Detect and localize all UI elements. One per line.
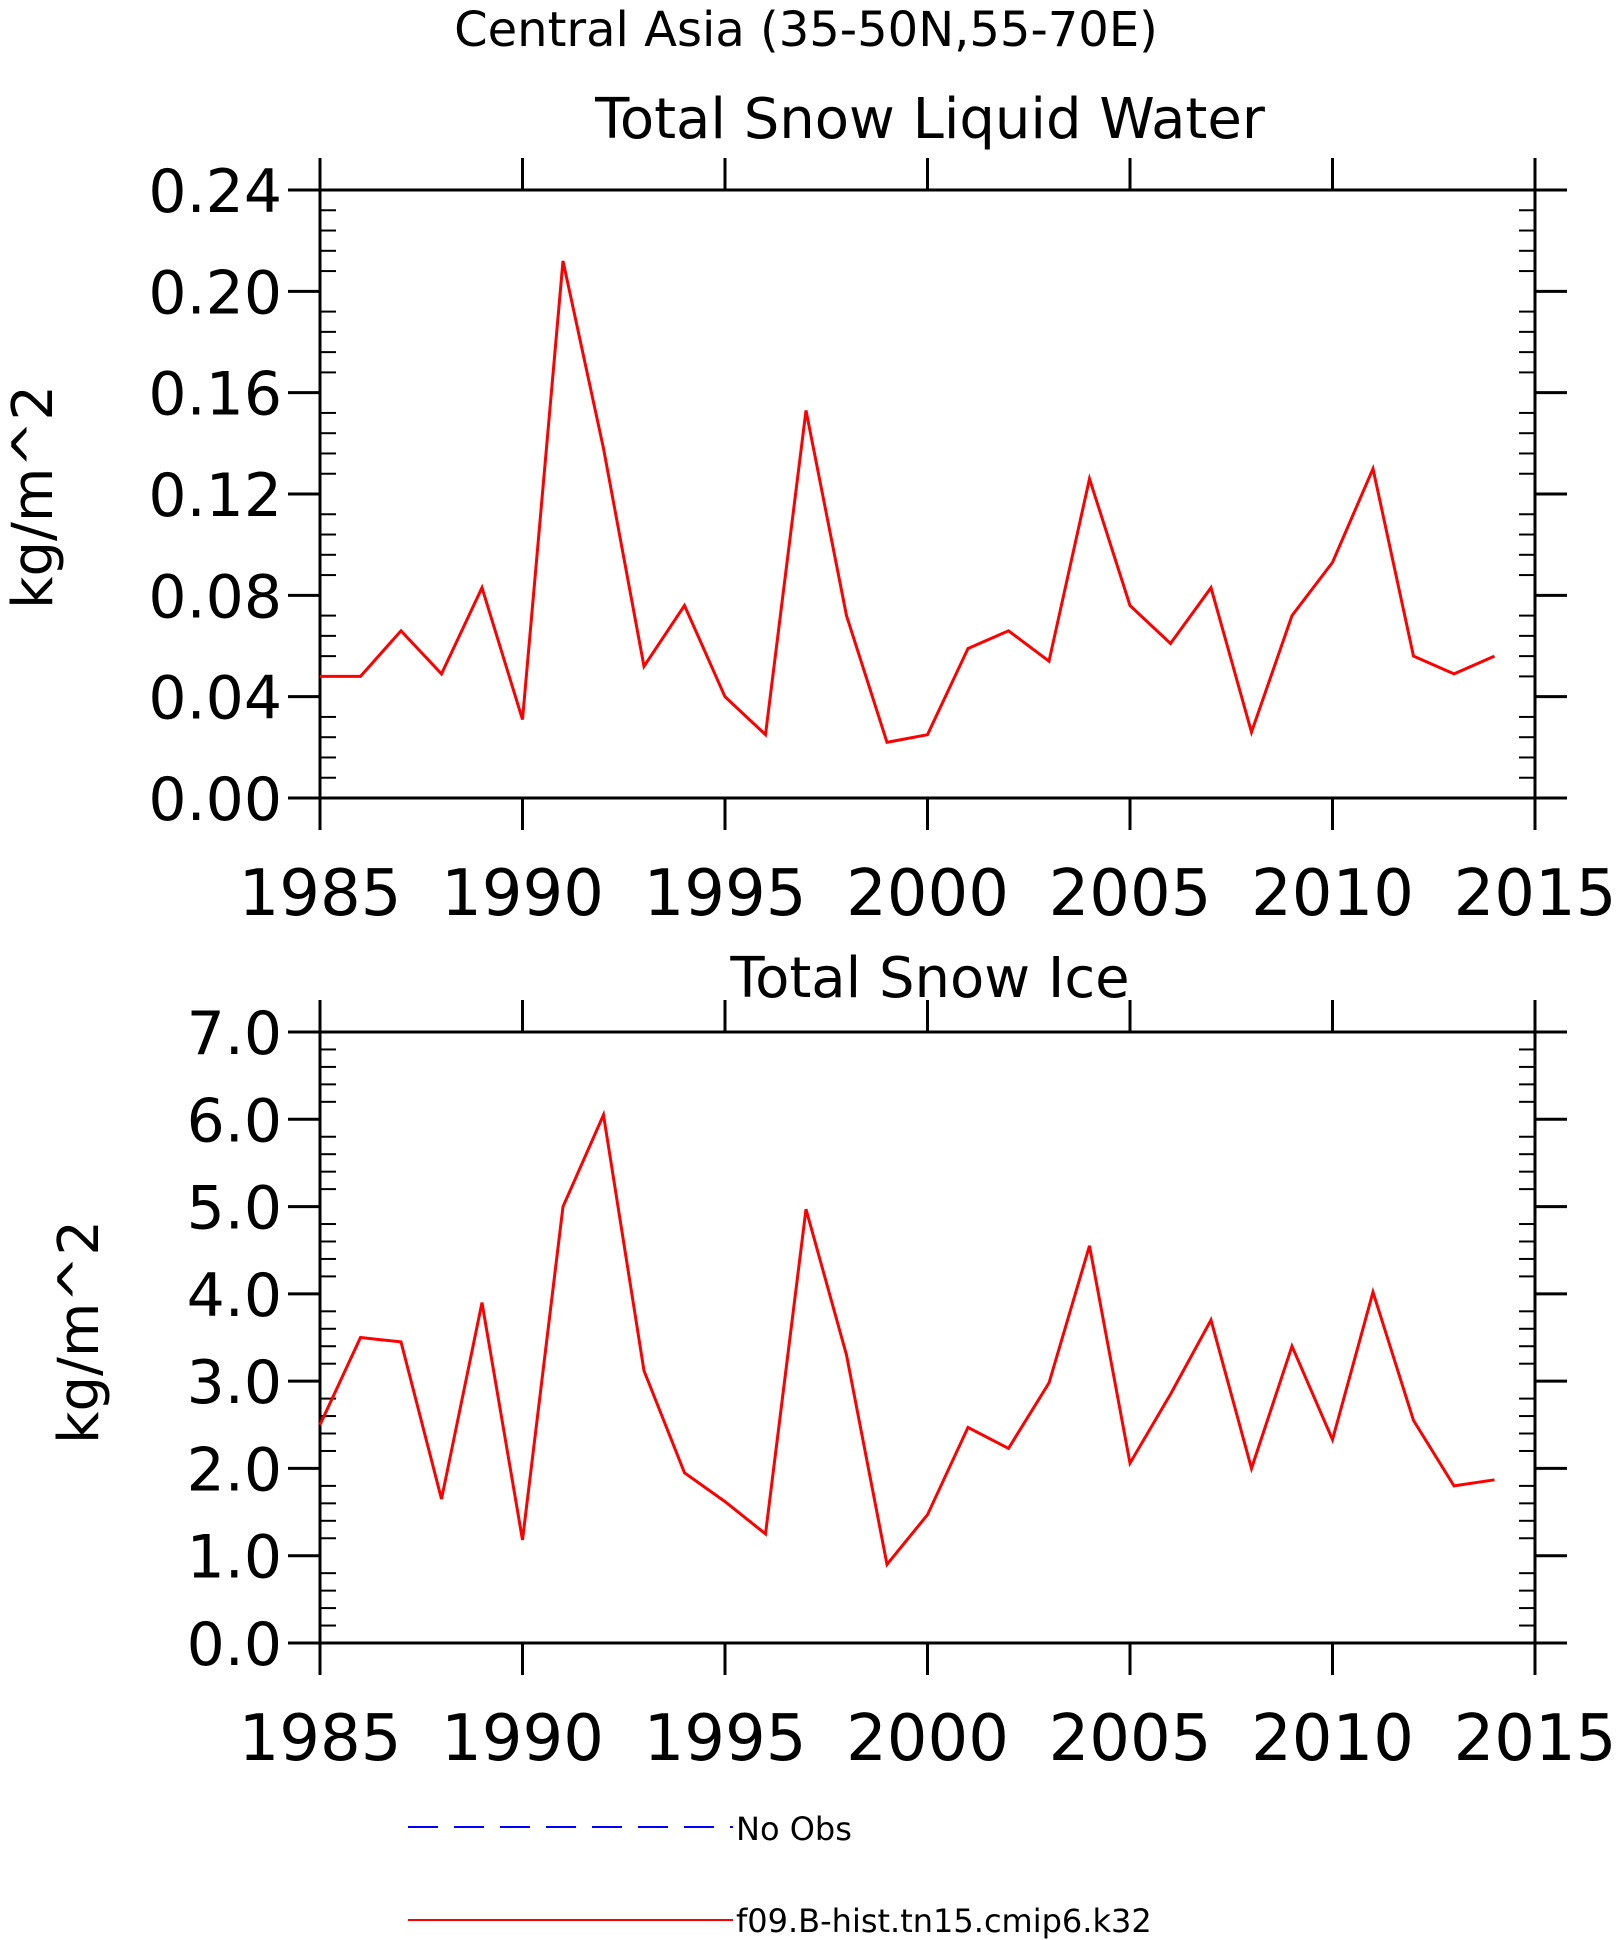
y-tick-label: 5.0 bbox=[187, 1174, 282, 1244]
y-tick-label: 1.0 bbox=[187, 1523, 282, 1593]
plot-frame bbox=[318, 1030, 1537, 1645]
y-tick-label: 4.0 bbox=[187, 1261, 282, 1331]
x-tick-label: 2010 bbox=[1251, 1702, 1414, 1776]
y-tick-label: 3.0 bbox=[187, 1348, 282, 1418]
x-tick-label: 2015 bbox=[1454, 857, 1617, 931]
y-axis-label-liquid-water: kg/m^2 bbox=[1, 385, 66, 609]
series-line bbox=[320, 260, 1496, 745]
panel-title-liquid-water: Total Snow Liquid Water bbox=[594, 87, 1266, 152]
x-tick-label: 1995 bbox=[644, 1702, 807, 1776]
figure-main-title: Central Asia (35-50N,55-70E) bbox=[454, 2, 1158, 58]
x-tick-label: 1990 bbox=[441, 857, 604, 931]
y-tick-label: 0.24 bbox=[148, 157, 282, 227]
y-tick-label: 0.0 bbox=[187, 1610, 282, 1680]
y-tick-label: 0.04 bbox=[148, 664, 282, 734]
x-tick-label: 2015 bbox=[1454, 1702, 1617, 1776]
legend: No Obs f09.B-hist.tn15.cmip6.k32 bbox=[408, 1810, 1152, 1940]
x-tick-label: 2005 bbox=[1049, 857, 1212, 931]
y-tick-label: 0.12 bbox=[148, 461, 282, 531]
panel-title-snow-ice: Total Snow Ice bbox=[729, 946, 1129, 1011]
y-tick-label: 0.20 bbox=[148, 258, 282, 328]
panel-snow-ice: Total Snow Ice kg/m^2 1985 1990 1995 2000 20… bbox=[47, 946, 1616, 1776]
plot-frame bbox=[318, 188, 1537, 800]
x-tick-label: 2005 bbox=[1049, 1702, 1212, 1776]
y-tick-label: 0.16 bbox=[148, 360, 282, 430]
x-tick-label: 1995 bbox=[644, 857, 807, 931]
y-tick-label: 0.08 bbox=[148, 562, 282, 632]
panel-snow-liquid-water: Total Snow Liquid Water kg/m^2 1985 1990 1… bbox=[1, 87, 1616, 931]
x-tick-label: 2000 bbox=[846, 1702, 1009, 1776]
x-tick-label: 2000 bbox=[846, 857, 1009, 931]
y-tick-label: 7.0 bbox=[187, 999, 282, 1069]
x-tick-label: 1990 bbox=[441, 1702, 604, 1776]
legend-label-model: f09.B-hist.tn15.cmip6.k32 bbox=[736, 1902, 1152, 1940]
x-tick-label: 1985 bbox=[239, 857, 402, 931]
x-tick-label: 1985 bbox=[239, 1702, 402, 1776]
series-line bbox=[318, 1109, 1495, 1568]
y-axis-label-snow-ice: kg/m^2 bbox=[47, 1220, 112, 1444]
y-tick-label: 0.00 bbox=[148, 765, 282, 835]
x-tick-label: 2010 bbox=[1251, 857, 1414, 931]
y-tick-label: 6.0 bbox=[187, 1086, 282, 1156]
y-tick-label: 2.0 bbox=[187, 1435, 282, 1505]
legend-label-no-obs: No Obs bbox=[736, 1810, 852, 1848]
